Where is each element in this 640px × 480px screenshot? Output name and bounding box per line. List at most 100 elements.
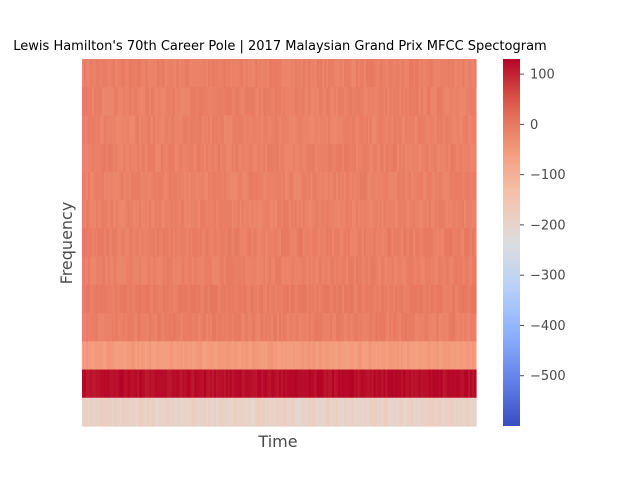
heatmap-cell [393,228,396,258]
heatmap-cell [466,284,469,314]
heatmap-cell [450,256,453,286]
heatmap-cell [143,200,146,229]
heatmap-cell [474,87,477,117]
heatmap-cell [277,256,280,286]
heatmap-cell [221,171,225,201]
heatmap-cell [143,397,146,427]
heatmap-cell [353,341,357,371]
heatmap-cell [229,397,233,427]
heatmap-cell [129,143,132,173]
heatmap-cell [420,171,424,201]
heatmap-cell [389,200,392,229]
heatmap-cell [235,115,239,145]
heatmap-cell [393,200,396,229]
heatmap-cell [464,143,467,173]
heatmap-cell [261,171,264,201]
x-axis-label: Time [257,432,297,451]
heatmap-cell [93,200,97,229]
heatmap-cell [322,369,325,399]
heatmap-cell [409,397,412,427]
heatmap-cell [141,369,144,399]
heatmap-cell [273,115,276,145]
heatmap-cell [158,59,162,88]
heatmap-cell [245,397,249,427]
heatmap-cell [180,171,184,201]
heatmap-cell [436,143,440,173]
heatmap-cell [208,369,211,399]
heatmap-cell [351,59,355,88]
heatmap-cell [192,200,195,229]
heatmap-cell [223,341,227,371]
heatmap-cell [407,256,410,286]
heatmap-cell [221,397,225,427]
heatmap-cell [330,87,333,117]
heatmap-cell [468,171,471,201]
heatmap-cell [460,256,463,286]
heatmap-cell [371,284,375,314]
heatmap-cell [174,284,178,314]
heatmap-cell [145,341,148,371]
heatmap-cell [164,115,168,145]
heatmap-cell [330,171,333,201]
heatmap-cell [450,313,453,342]
heatmap-cell [318,284,321,314]
heatmap-cell [170,369,174,399]
heatmap-cell [458,397,461,427]
heatmap-cell [267,341,270,371]
heatmap-cell [160,256,164,286]
heatmap-cell [440,256,444,286]
heatmap-cell [375,200,379,229]
heatmap-cell [204,284,207,314]
heatmap-cell [379,228,383,258]
heatmap-cell [200,341,203,371]
heatmap-cell [255,397,258,427]
heatmap-cell [336,341,339,371]
heatmap-cell [200,200,203,229]
heatmap-cell [300,115,304,145]
heatmap-cell [186,369,189,399]
heatmap-cell [310,369,314,399]
heatmap-cell [215,369,219,399]
heatmap-cell [160,200,164,229]
heatmap-cell [83,115,87,145]
heatmap-cell [460,341,463,371]
heatmap-cell [265,397,268,427]
heatmap-cell [409,59,412,88]
heatmap-cell [424,284,428,314]
heatmap-cell [399,313,402,342]
heatmap-cell [422,341,426,371]
heatmap-cell [91,369,95,399]
heatmap-cell [401,341,404,371]
heatmap-cell [204,87,207,117]
heatmap-cell [113,397,117,427]
heatmap-cell [336,369,339,399]
heatmap-cell [184,369,188,399]
heatmap-cell [221,115,225,145]
heatmap-cell [217,59,221,88]
heatmap-cell [369,369,373,399]
heatmap-cell [322,228,325,258]
heatmap-cell [328,59,331,88]
heatmap-cell [115,59,119,88]
heatmap-cell [279,284,282,314]
heatmap-cell [420,397,424,427]
heatmap-cell [164,313,168,342]
heatmap-cell [446,369,450,399]
heatmap-cell [143,284,146,314]
heatmap-cell [448,87,451,117]
heatmap-cell [247,341,251,371]
heatmap-cell [359,200,363,229]
heatmap-cell [129,171,132,201]
heatmap-cell [387,284,390,314]
heatmap-cell [101,397,105,427]
heatmap-cell [95,200,99,229]
heatmap-cell [373,59,377,88]
heatmap-cell [338,341,341,371]
heatmap-cell [170,341,174,371]
heatmap-cell [170,284,174,314]
heatmap-cell [198,341,201,371]
heatmap-cell [434,228,438,258]
heatmap-cell [184,59,188,88]
heatmap-cell [434,87,438,117]
heatmap-cell [82,87,85,117]
